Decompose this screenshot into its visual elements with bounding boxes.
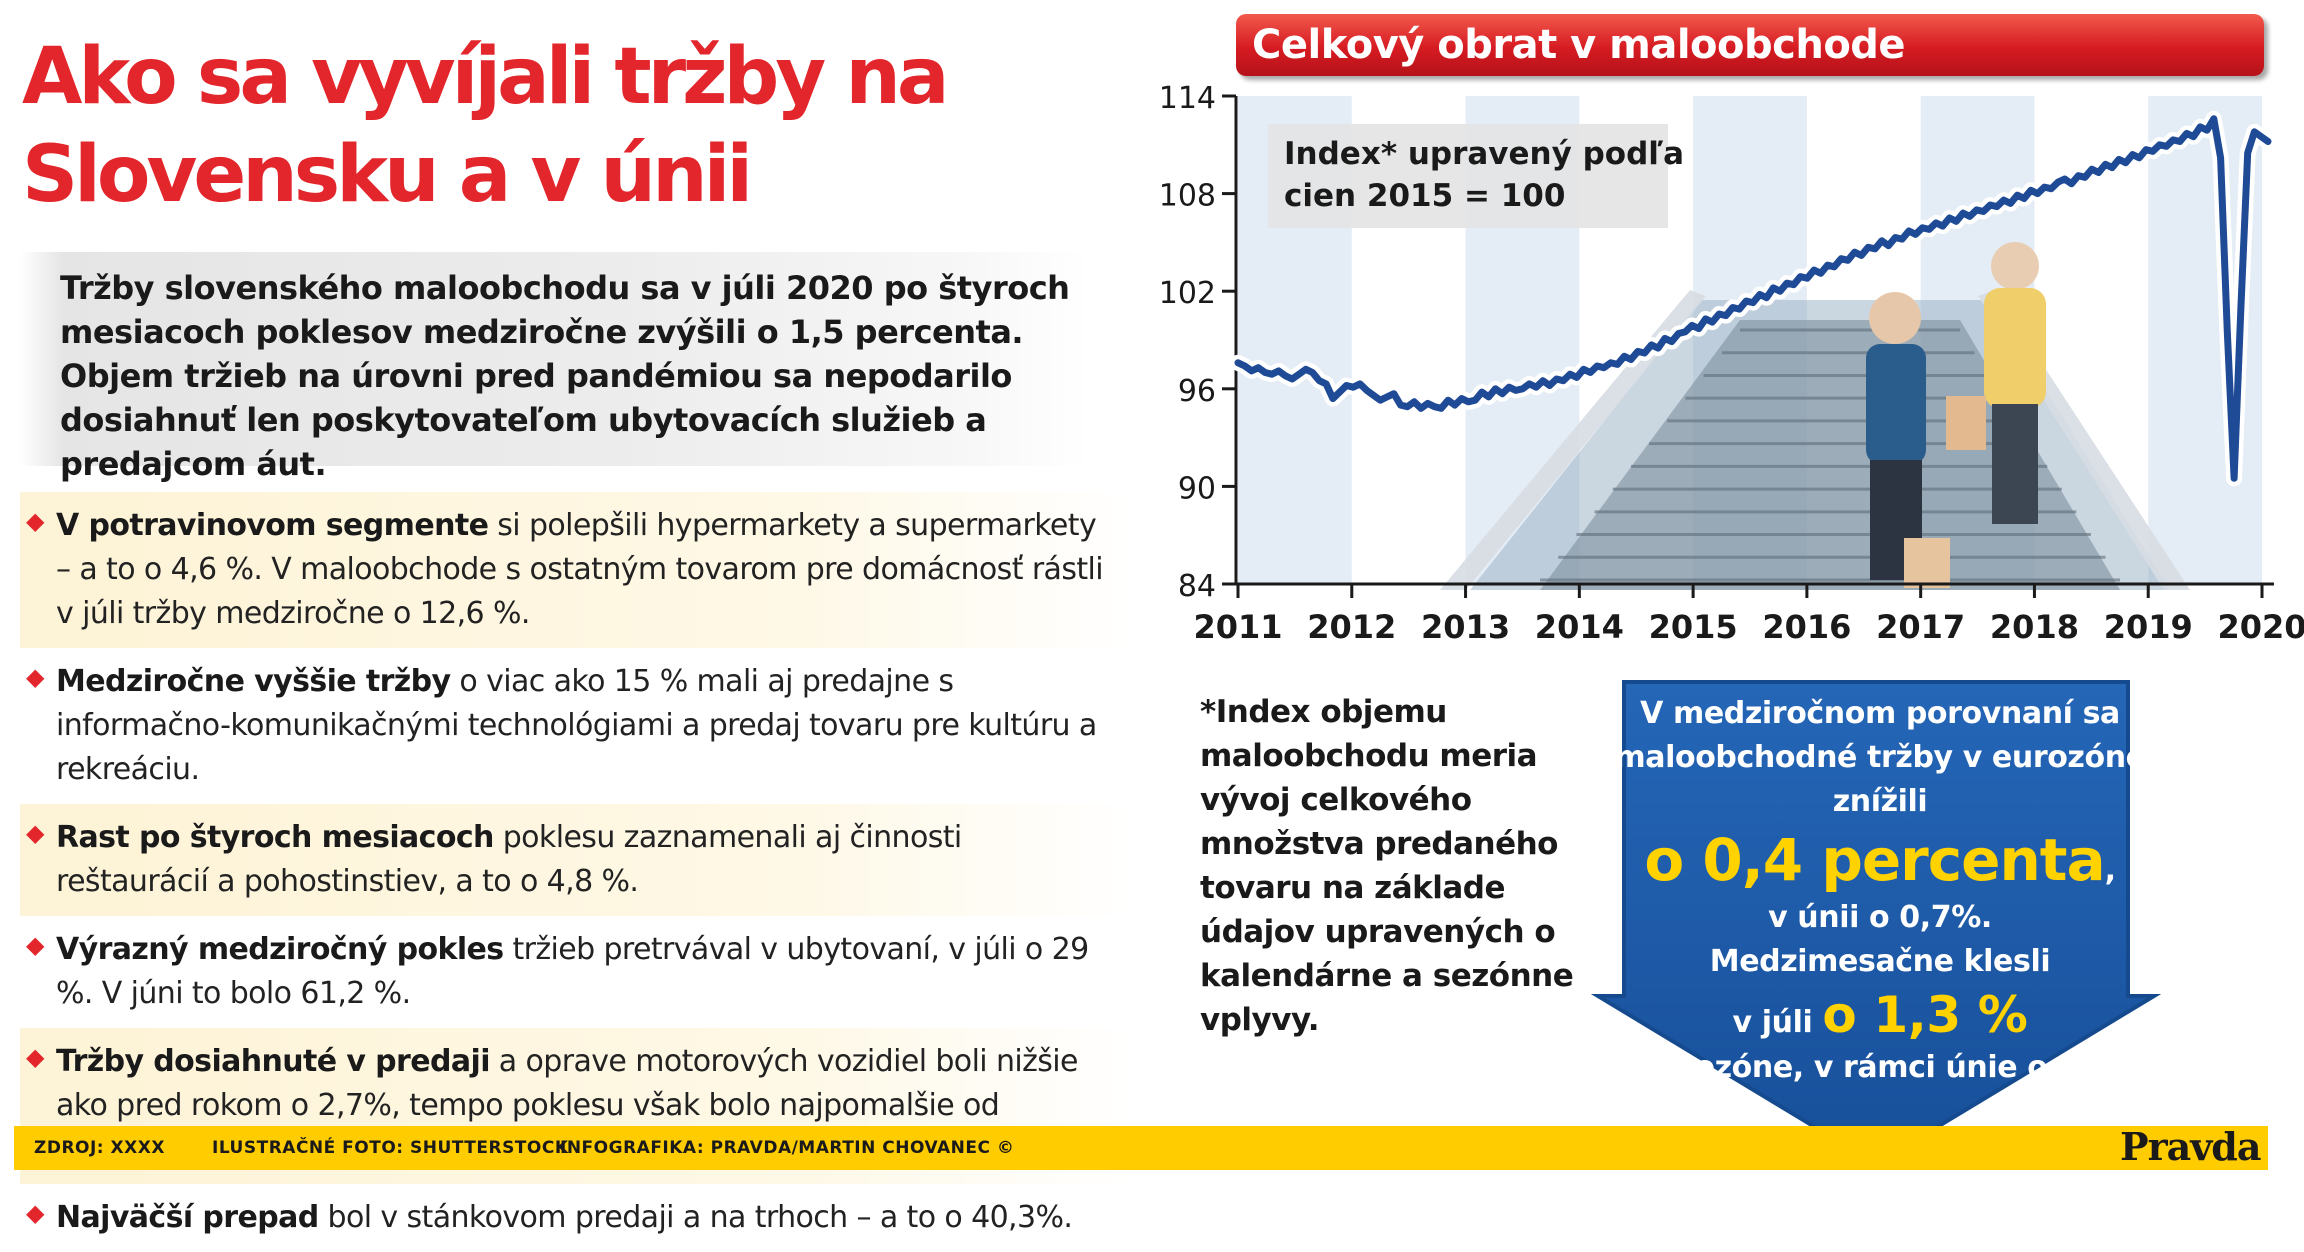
callout-comma: , [2104,853,2116,888]
bullet-lead: Medziročne vyššie tržby [56,664,451,699]
callout-highlight-monthly: o 1,3 % [1822,986,2028,1044]
bullet-lead: Tržby dosiahnuté v predaji [56,1044,490,1079]
chart-subtitle-box [1268,124,1668,228]
callout-highlight-percent: o 0,4 percenta [1644,826,2105,894]
person-man-head [1869,292,1921,344]
escalator-rail-left [1440,290,1706,590]
diamond-icon: ◆ [26,931,44,959]
chart-title-banner [1236,14,2264,76]
index-footnote: *Index objemu maloobchodu meria vývoj ce… [1200,690,1580,1042]
chart-subtitle-line-2: cien 2015 = 100 [1284,178,1565,214]
bullet-item: ◆ V potravinovom segmente si polepšili hy… [20,492,1130,648]
footer-bar [14,1126,2268,1170]
diamond-icon: ◆ [26,507,44,535]
eurozone-callout: V medziročnom porovnaní sa maloobchodné … [1600,692,2160,1090]
escalator-photo-illustration [1440,242,2190,590]
bullet-lead: Rast po štyroch mesiacoch [56,820,494,855]
line-chart: 114 108 102 96 90 84 2011 2012 2013 2014 2015 2016 2… [1159,81,2304,646]
person-woman-head [1991,242,2039,290]
series-line [1234,115,2272,482]
bullet-text: o viac ako 15 % mali aj predajne s infor… [56,664,1097,787]
shopping-bag [1946,396,1986,450]
y-tick-label: 96 [1178,374,1216,409]
bullet-text: poklesu zaznamenali aj činnosti reštaurá… [56,820,962,899]
y-tick-label: 108 [1159,179,1216,214]
x-tick-label: 2011 [1193,608,1282,646]
diamond-icon: ◆ [26,663,44,691]
bullet-item: ◆ Medziročne vyššie tržby o viac ako 15 %… [20,648,1130,804]
shopping-bag [1904,538,1950,588]
bullet-item: ◆ Výrazný medziročný pokles tržieb pretrv… [20,916,1130,1028]
chart-title: Celkový obrat v maloobchode [1252,22,1906,68]
y-tick-label: 90 [1178,471,1216,506]
bullet-list: ◆ V potravinovom segmente si polepšili hy… [20,492,1130,1252]
x-tick-label: 2017 [1876,608,1965,646]
callout-line-3: Medzimesačne klesli [1709,944,2051,979]
footnote-lead: *Index [1200,694,1311,730]
diamond-icon: ◆ [26,1043,44,1071]
y-tick-label: 102 [1159,276,1216,311]
callout-line-1: V medziročnom porovnaní sa maloobchodné … [1614,696,2146,819]
chart-series [1230,110,2276,487]
callout-line-2: v únii o 0,7%. [1768,900,1992,935]
x-tick-label: 2020 [2217,608,2304,646]
down-arrow-icon [1590,680,2162,1167]
y-tick-label: 84 [1178,569,1216,604]
x-tick-label: 2019 [2104,608,2193,646]
bullet-item: ◆ Najväčší prepad bol v stánkovom predaji… [20,1184,1130,1252]
bullet-lead: Najväčší prepad [56,1200,319,1235]
y-tick-label: 114 [1159,81,1216,116]
footer-infographic-credit: INFOGRAFIKA: PRAVDA/MARTIN CHOVANEC © [560,1138,1015,1158]
page-title: Ako sa vyvíjali tržby na Slovensku a v ú… [22,32,950,220]
bullet-lead: V potravinovom segmente [56,508,489,543]
diamond-icon: ◆ [26,1199,44,1227]
x-tick-label: 2018 [1990,608,2079,646]
footer-source: ZDROJ: XXXX [34,1138,165,1158]
intro-text: Tržby slovenského maloobchodu sa v júli … [60,269,1070,483]
pravda-logo: Pravda [2120,1124,2261,1169]
x-tick-label: 2016 [1762,608,1851,646]
bullet-text: bol v stánkovom predaji a na trhoch – a … [318,1200,1073,1235]
intro-panel [20,252,1090,466]
x-tick-label: 2012 [1307,608,1396,646]
footer-photo-credit: ILUSTRAČNÉ FOTO: SHUTTERSTOCK [212,1138,569,1158]
chart-axes: 114 108 102 96 90 84 2011 2012 2013 2014 2015 2016 2… [1159,81,2304,646]
person-man-shirt [1866,344,1926,464]
person-woman-legs [1992,404,2038,524]
escalator-steps [1540,320,2120,590]
person-woman-coat [1984,288,2046,408]
diamond-icon: ◆ [26,819,44,847]
x-tick-label: 2014 [1535,608,1624,646]
chart-subtitle-line-1: Index* upravený podľa [1284,136,1684,172]
x-tick-label: 2013 [1421,608,1510,646]
callout-prefix: v júli [1732,1005,1813,1040]
x-tick-label: 2015 [1649,608,1738,646]
bullet-text: tržieb pretrvával v ubytovaní, v júli o … [56,932,1089,1011]
bullet-lead: Výrazný medziročný pokles [56,932,504,967]
bullet-item: ◆ Rast po štyroch mesiacoch poklesu zazna… [20,804,1130,916]
callout-line-4: v eurozóne, v rámci únie o 0,8%. [1609,1050,2151,1085]
footnote-text: objemu maloobchodu meria vývoj celkového… [1200,694,1574,1038]
bullet-text: si polepšili hypermarkety a supermarkety… [56,508,1104,631]
